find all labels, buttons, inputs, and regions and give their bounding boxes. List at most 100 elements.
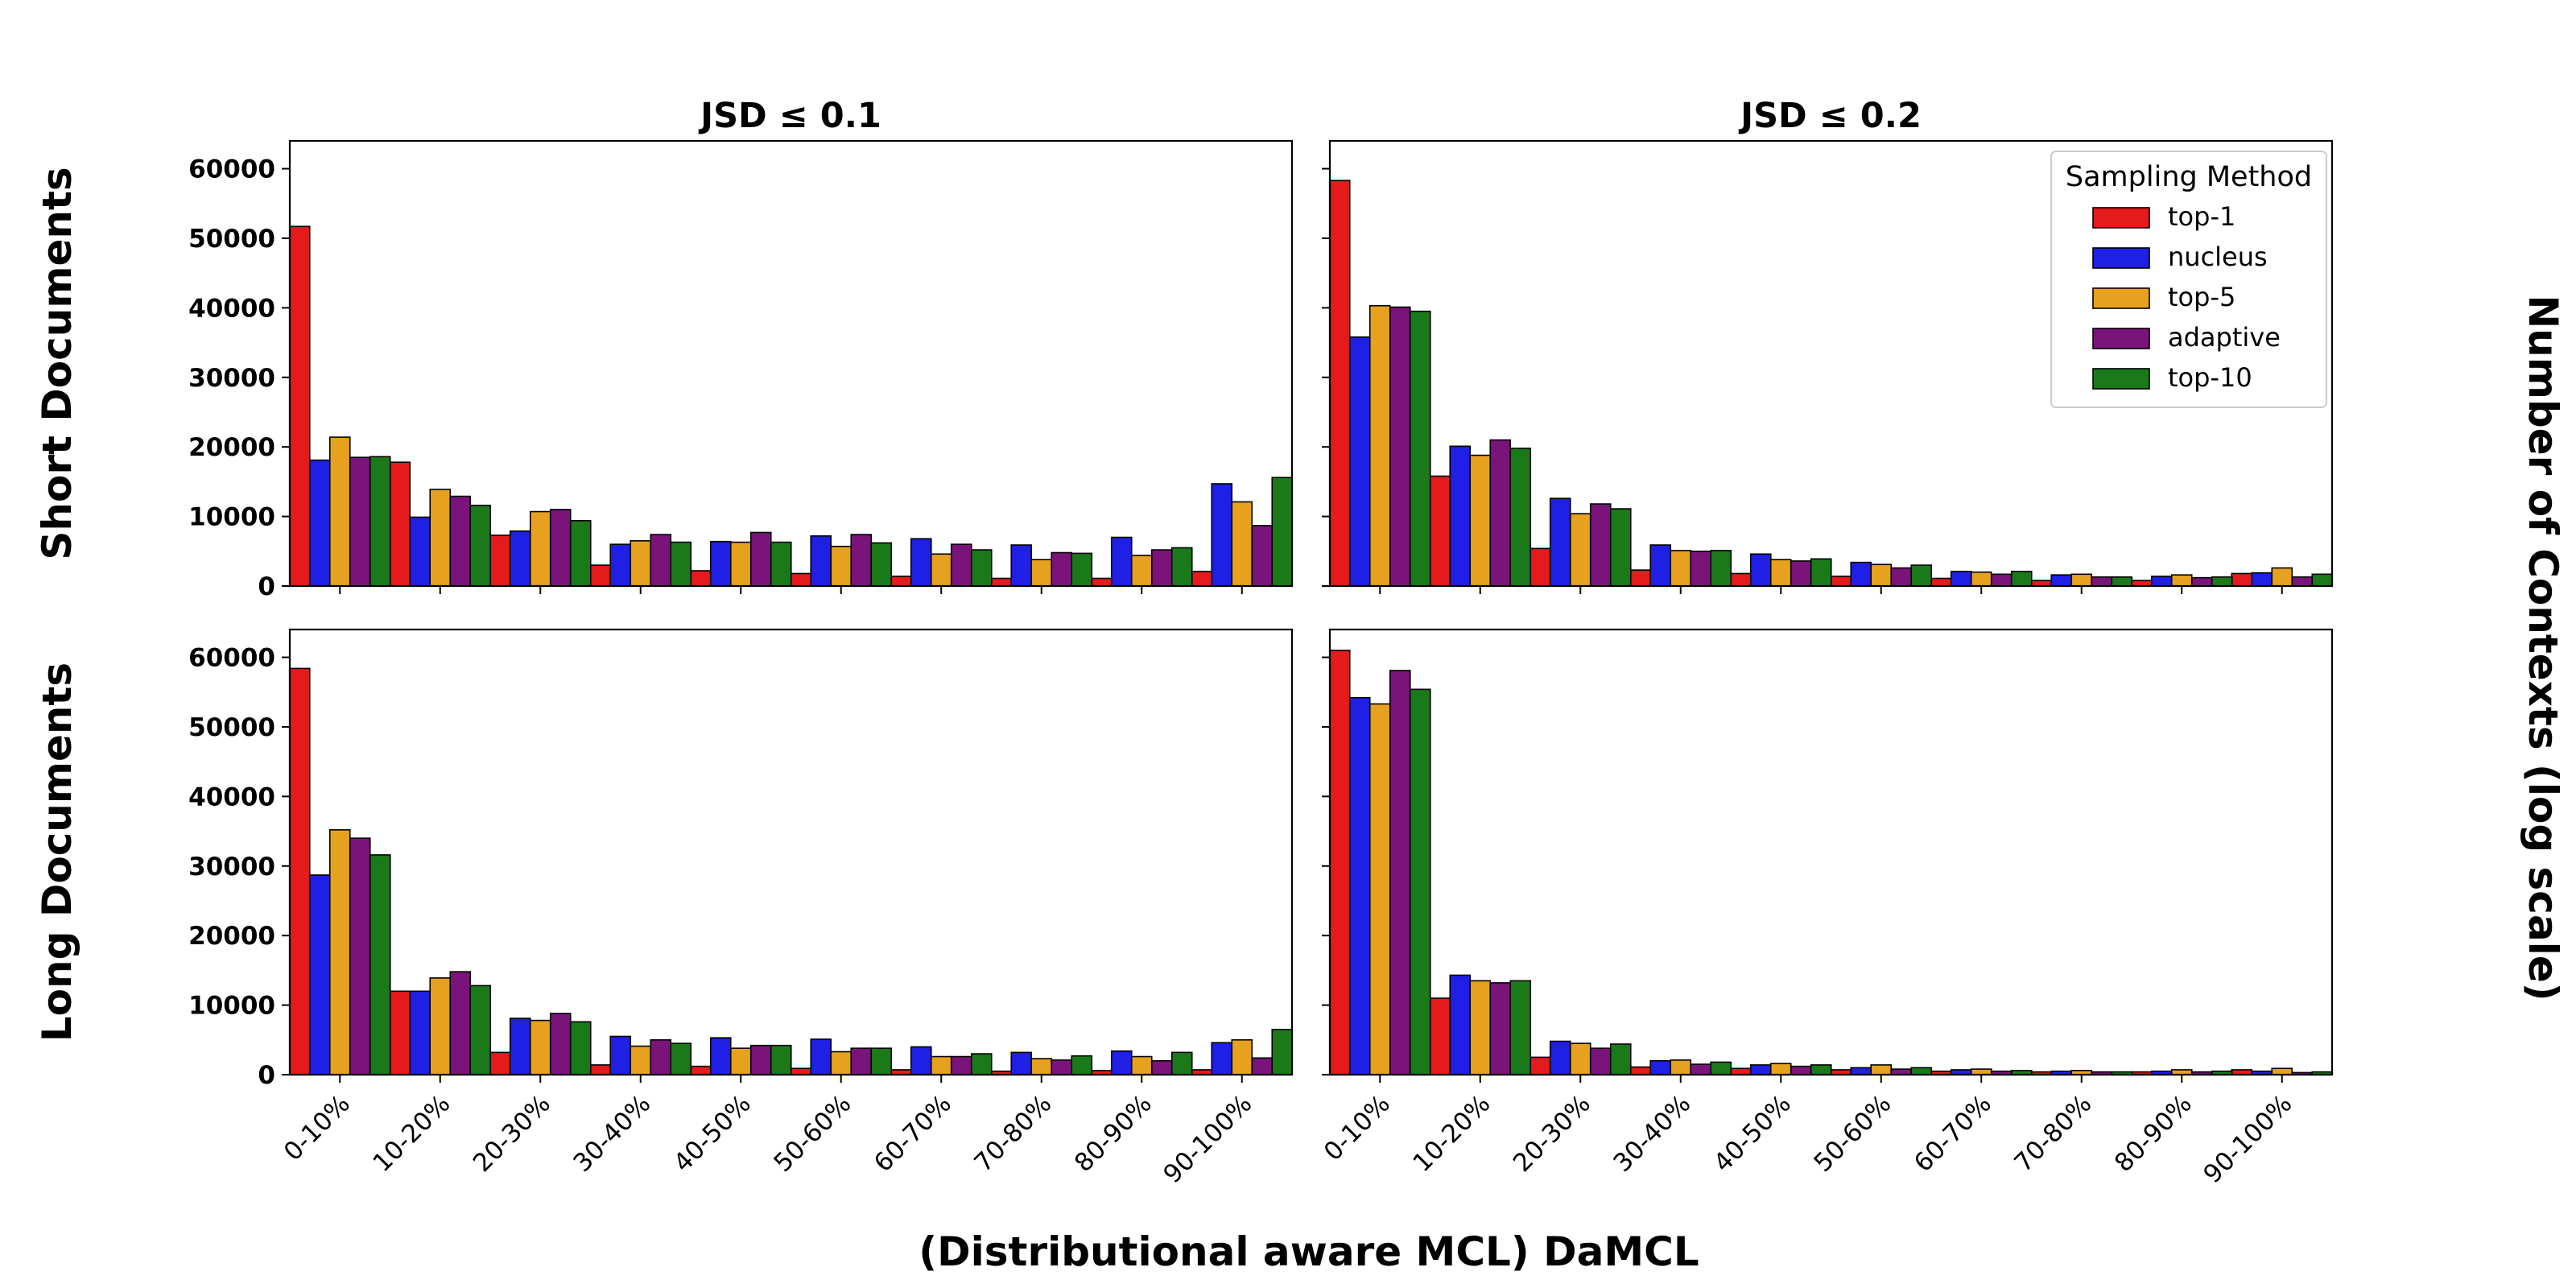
bar-short-documents-jsd-0-1-top-10-0-10	[369, 456, 391, 587]
bar-short-documents-jsd-0-2-top-1-60-70	[1930, 577, 1952, 587]
x-tick-label: 20-30%	[468, 1089, 556, 1178]
bar-short-documents-jsd-0-1-nucleus-0-10	[308, 459, 331, 587]
bar-short-documents-jsd-0-2-nucleus-20-30	[1549, 497, 1571, 587]
bar-long-documents-jsd-0-1-nucleus-50-60	[810, 1038, 832, 1075]
bar-short-documents-jsd-0-2-adaptive-20-30	[1589, 503, 1612, 587]
bar-short-documents-jsd-0-1-top-1-0-10	[288, 225, 311, 587]
bar-long-documents-jsd-0-1-top-10-10-20	[469, 985, 492, 1075]
bar-long-documents-jsd-0-1-adaptive-50-60	[850, 1047, 873, 1075]
bar-short-documents-jsd-0-1-top-1-90-100	[1191, 571, 1213, 587]
bar-long-documents-jsd-0-2-top-10-0-10	[1409, 688, 1431, 1075]
y-axis-label: Number of Contexts (log scale)	[2520, 295, 2566, 1001]
bar-long-documents-jsd-0-2-top-1-40-50	[1729, 1067, 1752, 1075]
bar-short-documents-jsd-0-2-top-10-30-40	[1710, 550, 1732, 587]
bar-short-documents-jsd-0-1-adaptive-70-80	[1051, 551, 1073, 587]
panel-frame	[288, 628, 1294, 1076]
x-tick-label: 40-50%	[668, 1089, 757, 1178]
panel-title-jsd-0-2: JSD ≤ 0.2	[1738, 96, 1922, 136]
bar-long-documents-jsd-0-1-adaptive-60-70	[950, 1055, 972, 1075]
bar-long-documents-jsd-0-1-top-5-0-10	[328, 829, 351, 1075]
x-tick-label: 60-70%	[869, 1089, 957, 1178]
bar-short-documents-jsd-0-2-nucleus-50-60	[1850, 561, 1872, 587]
bar-short-documents-jsd-0-2-top-5-60-70	[1970, 571, 1992, 587]
bar-long-documents-jsd-0-1-nucleus-10-20	[409, 990, 431, 1075]
bar-short-documents-jsd-0-2-top-10-20-30	[1609, 508, 1632, 587]
bar-long-documents-jsd-0-2-top-5-40-50	[1769, 1063, 1792, 1075]
bar-long-documents-jsd-0-1-top-5-20-30	[529, 1019, 551, 1075]
bar-long-documents-jsd-0-1-nucleus-20-30	[509, 1018, 531, 1075]
x-axis-label: (Distributional aware MCL) DaMCL	[919, 1228, 1699, 1275]
bar-short-documents-jsd-0-2-adaptive-40-50	[1790, 560, 1812, 587]
bar-long-documents-jsd-0-2-nucleus-0-10	[1348, 696, 1371, 1075]
bar-short-documents-jsd-0-1-top-5-20-30	[529, 510, 551, 587]
bar-short-documents-jsd-0-2-adaptive-80-90	[2190, 576, 2213, 587]
bar-short-documents-jsd-0-1-top-10-60-70	[970, 549, 993, 587]
bar-short-documents-jsd-0-1-nucleus-90-100	[1211, 483, 1233, 587]
bar-long-documents-jsd-0-2-top-10-50-60	[1910, 1067, 1933, 1075]
x-tick-label: 80-90%	[1069, 1089, 1158, 1178]
bar-long-documents-jsd-0-2-nucleus-50-60	[1850, 1067, 1872, 1075]
bar-short-documents-jsd-0-2-adaptive-10-20	[1489, 439, 1512, 587]
bar-long-documents-jsd-0-2-top-5-30-40	[1670, 1059, 1692, 1075]
bar-short-documents-jsd-0-2-top-10-10-20	[1509, 448, 1532, 587]
panel-frame	[1328, 139, 2334, 588]
bar-short-documents-jsd-0-1-top-5-70-80	[1030, 559, 1053, 587]
bar-long-documents-jsd-0-1-nucleus-60-70	[910, 1046, 932, 1075]
bar-short-documents-jsd-0-2-adaptive-50-60	[1890, 567, 1913, 587]
panel-long-documents-jsd-0-1: 0 10000 20000 30000 40000 50000 60000 0-10% 10-2…	[188, 628, 1294, 1189]
x-tick-label: 0-10%	[1319, 1089, 1396, 1166]
bar-short-documents-jsd-0-2-nucleus-10-20	[1449, 445, 1472, 587]
bar-long-documents-jsd-0-1-adaptive-10-20	[449, 971, 472, 1075]
bar-short-documents-jsd-0-2-top-1-90-100	[2231, 572, 2253, 587]
bar-long-documents-jsd-0-1-adaptive-40-50	[749, 1044, 772, 1075]
bar-short-documents-jsd-0-1-top-10-40-50	[770, 541, 792, 587]
legend-swatch-adaptive	[2092, 328, 2150, 349]
bar-long-documents-jsd-0-1-top-10-40-50	[770, 1044, 792, 1075]
bar-long-documents-jsd-0-2-adaptive-20-30	[1589, 1047, 1612, 1075]
bar-short-documents-jsd-0-2-adaptive-90-100	[2291, 576, 2314, 587]
bar-long-documents-jsd-0-1-top-5-70-80	[1030, 1058, 1053, 1075]
x-tick-label: 0-10%	[279, 1089, 356, 1166]
bar-long-documents-jsd-0-1-top-10-70-80	[1071, 1055, 1093, 1075]
bar-short-documents-jsd-0-1-top-5-30-40	[630, 540, 652, 587]
bar-short-documents-jsd-0-1-adaptive-50-60	[850, 534, 873, 587]
legend-label-top-10: top-10	[2168, 362, 2252, 393]
bar-short-documents-jsd-0-1-adaptive-40-50	[749, 531, 772, 587]
bar-short-documents-jsd-0-1-top-10-50-60	[870, 542, 893, 587]
bar-long-documents-jsd-0-1-nucleus-40-50	[709, 1037, 732, 1075]
y-tick-label: 0	[258, 1061, 275, 1090]
bar-short-documents-jsd-0-2-top-5-10-20	[1469, 454, 1492, 587]
legend: Sampling Method top-1 nucleus top-5 adaptive…	[2050, 151, 2327, 408]
bar-short-documents-jsd-0-1-top-5-80-90	[1130, 555, 1153, 587]
bar-short-documents-jsd-0-1-top-10-30-40	[670, 541, 692, 587]
bar-long-documents-jsd-0-1-top-5-50-60	[830, 1051, 852, 1075]
bar-short-documents-jsd-0-2-top-5-40-50	[1769, 559, 1792, 587]
bar-long-documents-jsd-0-2-top-1-0-10	[1328, 650, 1351, 1075]
bar-long-documents-jsd-0-1-top-5-10-20	[429, 977, 452, 1075]
bar-long-documents-jsd-0-1-top-10-20-30	[569, 1021, 592, 1075]
bar-long-documents-jsd-0-1-top-10-0-10	[369, 854, 391, 1075]
x-tick-label: 50-60%	[1808, 1089, 1897, 1178]
bar-short-documents-jsd-0-2-nucleus-0-10	[1348, 336, 1371, 587]
bar-long-documents-jsd-0-1-top-1-40-50	[689, 1065, 712, 1075]
bar-long-documents-jsd-0-2-nucleus-20-30	[1549, 1040, 1571, 1075]
bar-long-documents-jsd-0-1-top-1-20-30	[489, 1051, 511, 1075]
bar-short-documents-jsd-0-2-nucleus-30-40	[1649, 544, 1672, 587]
row-label-long-documents: Long Documents	[34, 663, 80, 1042]
bar-short-documents-jsd-0-1-top-1-20-30	[489, 535, 511, 587]
bar-short-documents-jsd-0-1-top-5-60-70	[930, 553, 952, 587]
x-tick-label: 70-80%	[2008, 1089, 2097, 1178]
bar-long-documents-jsd-0-1-nucleus-90-100	[1211, 1042, 1233, 1075]
y-tick-label: 10000	[188, 503, 275, 532]
bar-short-documents-jsd-0-2-top-10-40-50	[1810, 558, 1832, 587]
bar-short-documents-jsd-0-1-top-10-70-80	[1071, 552, 1093, 587]
bar-long-documents-jsd-0-1-adaptive-70-80	[1051, 1059, 1073, 1075]
bar-short-documents-jsd-0-2-top-5-50-60	[1870, 564, 1893, 587]
bar-long-documents-jsd-0-2-nucleus-30-40	[1649, 1059, 1672, 1075]
y-tick-label: 30000	[188, 852, 275, 881]
bar-long-documents-jsd-0-1-top-10-30-40	[670, 1042, 692, 1075]
bar-long-documents-jsd-0-2-top-10-10-20	[1509, 980, 1532, 1075]
bar-long-documents-jsd-0-1-adaptive-30-40	[650, 1038, 672, 1075]
x-tick-label: 10-20%	[367, 1089, 456, 1178]
